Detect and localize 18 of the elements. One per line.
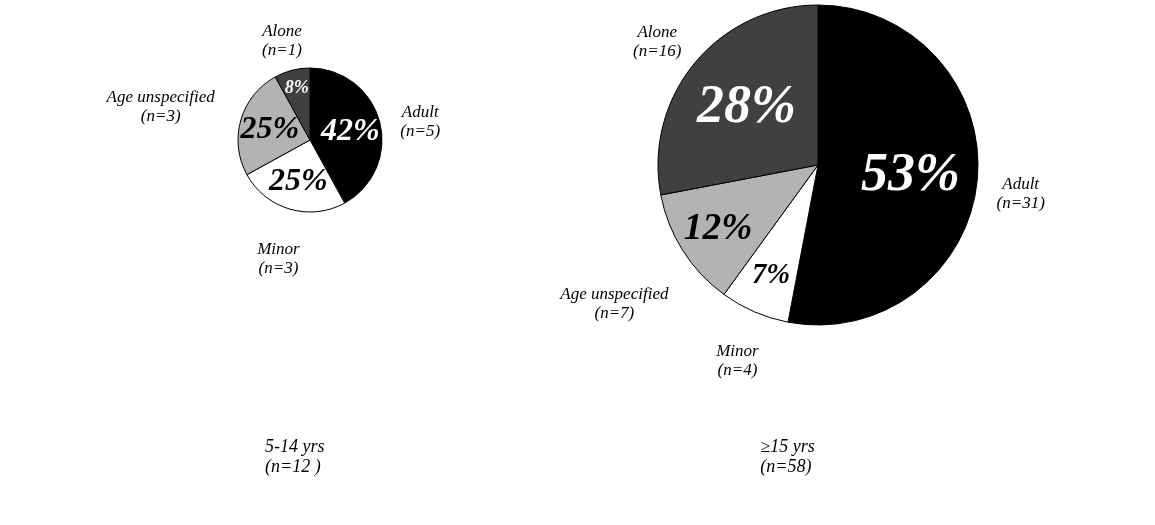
slice-label: Alone (n=1) [261,20,303,59]
slice-label: Adult (n=5) [400,101,441,140]
slice-label: Age unspecified (n=7) [559,284,669,323]
data-label: 8% [284,77,309,98]
text: ≥15 yrs (n=58) [760,436,815,477]
slice-label: Adult (n=31) [996,174,1046,213]
slice-label: Minor (n=4) [715,341,760,380]
data-label: 28% [696,73,796,134]
data-label: 42% [320,110,380,147]
slice-label: Alone (n=16) [633,22,682,61]
text: 5-14 yrs (n=12 ) [265,436,325,477]
data-label: 7% [751,257,791,289]
data-label: 25% [268,161,328,198]
slice-label: Minor (n=3) [256,238,301,277]
slice-label: Age unspecified (n=3) [105,86,216,125]
data-label: 25% [239,109,300,146]
data-label: 53% [860,141,960,202]
data-label: 12% [683,206,753,248]
